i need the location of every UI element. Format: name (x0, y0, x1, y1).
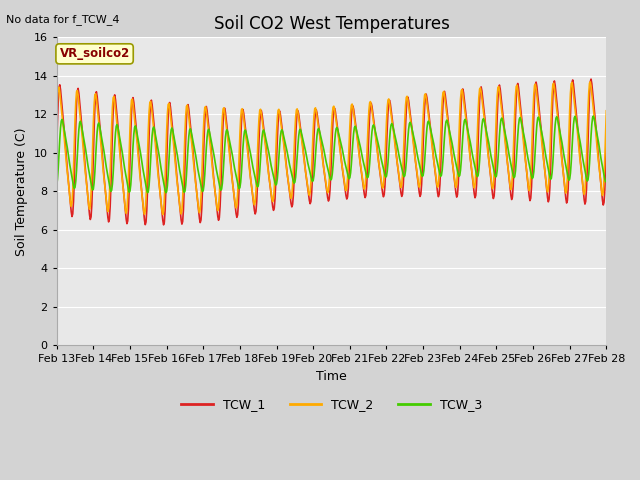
TCW_2 (159, 212, 166, 217)
TCW_3 (174, 157, 182, 163)
TCW_3 (589, 113, 597, 119)
TCW_2 (53, 114, 61, 120)
TCW_2 (378, 177, 385, 183)
TCW_3 (431, 150, 439, 156)
TCW_1 (324, 195, 332, 201)
TCW_1 (160, 222, 168, 228)
Y-axis label: Soil Temperature (C): Soil Temperature (C) (15, 127, 28, 255)
TCW_3 (162, 190, 170, 196)
TCW_2 (553, 106, 561, 112)
TCW_1 (53, 146, 61, 152)
Title: Soil CO2 West Temperatures: Soil CO2 West Temperatures (214, 15, 449, 33)
TCW_2 (174, 187, 182, 192)
TCW_1 (198, 206, 205, 212)
TCW_2 (602, 108, 610, 114)
Text: VR_soilco2: VR_soilco2 (60, 48, 130, 60)
X-axis label: Time: Time (316, 370, 347, 383)
TCW_2 (198, 176, 205, 181)
TCW_1 (431, 170, 439, 176)
Legend: TCW_1, TCW_2, TCW_3: TCW_1, TCW_2, TCW_3 (176, 393, 487, 416)
TCW_1 (174, 187, 182, 192)
TCW_3 (553, 114, 561, 120)
TCW_1 (602, 139, 610, 145)
TCW_3 (378, 156, 385, 162)
Line: TCW_2: TCW_2 (57, 82, 606, 215)
TCW_3 (324, 165, 332, 171)
TCW_3 (53, 183, 61, 189)
TCW_2 (324, 190, 332, 196)
Line: TCW_3: TCW_3 (57, 116, 606, 193)
TCW_1 (378, 178, 385, 184)
TCW_2 (586, 79, 594, 85)
Text: No data for f_TCW_4: No data for f_TCW_4 (6, 14, 120, 25)
TCW_2 (431, 169, 439, 175)
TCW_3 (198, 186, 205, 192)
Line: TCW_1: TCW_1 (57, 79, 606, 225)
TCW_3 (602, 178, 610, 183)
TCW_1 (553, 98, 561, 104)
TCW_1 (588, 76, 595, 82)
